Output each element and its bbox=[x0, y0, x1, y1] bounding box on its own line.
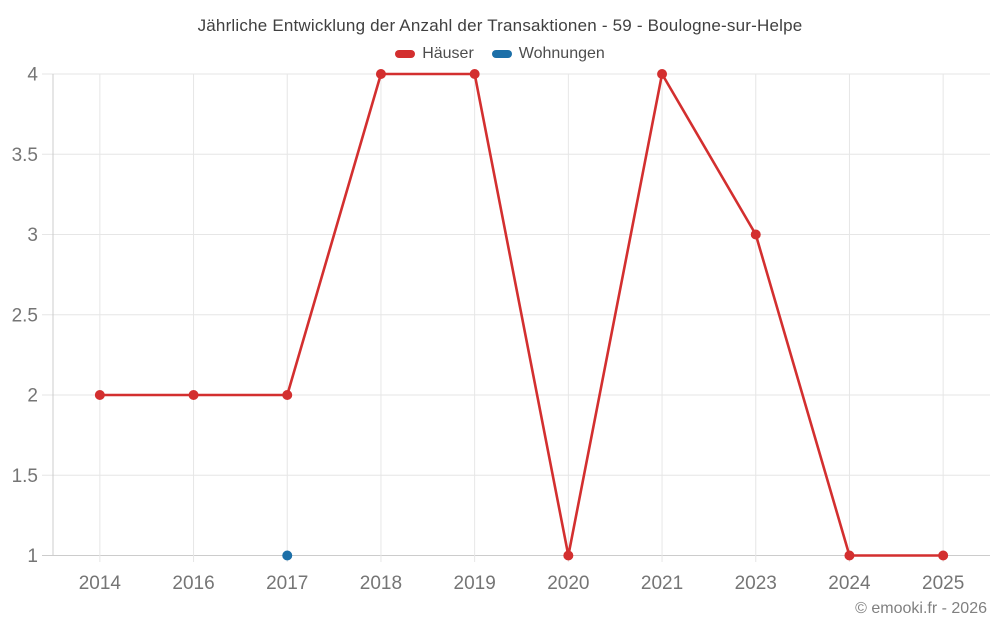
data-point-series-0 bbox=[563, 550, 574, 561]
data-point-series-0 bbox=[375, 69, 386, 79]
x-axis-label: 2024 bbox=[828, 573, 871, 594]
y-axis-label: 1 bbox=[27, 546, 38, 567]
x-axis-label: 2025 bbox=[922, 573, 964, 594]
y-axis-label: 4 bbox=[27, 65, 38, 86]
legend-swatch bbox=[395, 50, 416, 58]
x-axis-label: 2021 bbox=[641, 573, 683, 594]
x-axis-label: 2016 bbox=[172, 573, 214, 594]
x-axis-label: 2017 bbox=[266, 573, 308, 594]
x-axis-label: 2023 bbox=[735, 573, 777, 594]
data-point-series-0 bbox=[188, 390, 199, 400]
chart-title: Jährliche Entwicklung der Anzahl der Tra… bbox=[197, 16, 803, 35]
legend-swatch bbox=[491, 50, 512, 58]
data-point-series-0 bbox=[657, 69, 668, 79]
data-point-series-1 bbox=[282, 550, 293, 561]
y-axis-label: 3 bbox=[27, 225, 38, 246]
y-axis-label: 1.5 bbox=[12, 466, 38, 487]
data-point-series-0 bbox=[94, 390, 105, 400]
data-point-series-0 bbox=[469, 69, 480, 79]
data-point-series-0 bbox=[938, 550, 949, 561]
data-point-series-0 bbox=[282, 390, 293, 400]
legend-label: Wohnungen bbox=[518, 45, 605, 62]
x-axis-label: 2014 bbox=[79, 573, 122, 594]
legend-label: Häuser bbox=[422, 45, 474, 62]
copyright-text: © emooki.fr - 2026 bbox=[855, 600, 987, 617]
series-line-0 bbox=[98, 72, 945, 557]
chart-legend: Häuser Wohnungen bbox=[0, 45, 1000, 63]
y-axis-label: 3.5 bbox=[12, 145, 38, 166]
data-point-series-0 bbox=[750, 229, 761, 240]
y-axis-label: 2 bbox=[27, 386, 38, 407]
data-point-series-0 bbox=[844, 550, 855, 561]
legend-item-0[interactable]: Häuser bbox=[395, 45, 474, 63]
x-axis-label: 2019 bbox=[454, 573, 496, 594]
y-axis-label: 2.5 bbox=[12, 305, 38, 326]
x-axis-label: 2020 bbox=[547, 573, 589, 594]
x-axis-label: 2018 bbox=[360, 573, 402, 594]
legend-item-1[interactable]: Wohnungen bbox=[491, 45, 605, 63]
